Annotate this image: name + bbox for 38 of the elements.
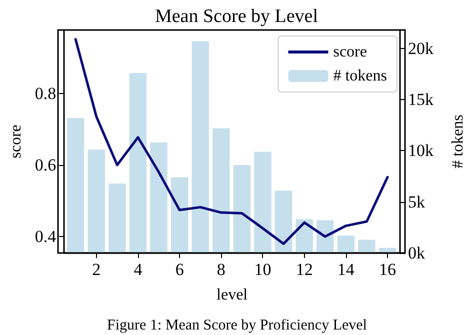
y2-tick-label: 5k bbox=[408, 192, 426, 212]
bar bbox=[66, 118, 84, 253]
y2-tick-label: 15k bbox=[408, 90, 434, 110]
y2-axis-title: # tokens bbox=[450, 114, 466, 168]
bar bbox=[88, 150, 105, 253]
x-tick-label: 6 bbox=[175, 260, 184, 279]
bar bbox=[254, 152, 272, 253]
legend-label: # tokens bbox=[333, 68, 388, 84]
x-tick-label: 10 bbox=[254, 260, 272, 279]
x-axis-title: level bbox=[216, 286, 248, 304]
bar bbox=[170, 177, 188, 253]
bar bbox=[150, 142, 168, 253]
bar bbox=[358, 240, 376, 253]
bar bbox=[129, 72, 147, 253]
bar bbox=[212, 128, 230, 253]
x-tick-label: 12 bbox=[296, 260, 313, 279]
x-tick-label: 8 bbox=[216, 260, 226, 279]
y-tick-label: 0.4 bbox=[34, 227, 57, 246]
y2-tick-label: 10k bbox=[408, 141, 434, 160]
y2-tick-label: 20k bbox=[408, 38, 434, 58]
bar bbox=[108, 183, 126, 253]
bar bbox=[337, 236, 355, 253]
bar bbox=[233, 165, 251, 253]
bar bbox=[192, 41, 209, 253]
caption: Figure 1: Mean Score by Proficiency Level bbox=[107, 318, 367, 334]
x-tick-label: 16 bbox=[379, 260, 396, 279]
y-tick-label: 0.8 bbox=[34, 84, 56, 103]
line-series bbox=[74, 38, 389, 245]
bar bbox=[296, 219, 313, 253]
legend-label: score bbox=[333, 44, 367, 60]
x-tick-label: 14 bbox=[337, 260, 355, 279]
chart-title: Mean Score by Level bbox=[154, 6, 318, 27]
bar bbox=[274, 190, 292, 253]
y-axis-title: score bbox=[8, 124, 24, 158]
x-tick-label: 2 bbox=[92, 260, 101, 279]
y-tick-label: 0.6 bbox=[34, 155, 56, 174]
x-tick-label: 4 bbox=[134, 260, 143, 279]
y2-tick-label: 0k bbox=[408, 244, 426, 262]
